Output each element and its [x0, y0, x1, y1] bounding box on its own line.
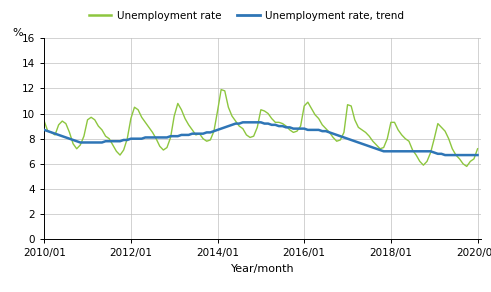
- Legend: Unemployment rate, Unemployment rate, trend: Unemployment rate, Unemployment rate, tr…: [84, 7, 408, 25]
- Y-axis label: %: %: [13, 28, 23, 38]
- X-axis label: Year/month: Year/month: [231, 264, 295, 274]
